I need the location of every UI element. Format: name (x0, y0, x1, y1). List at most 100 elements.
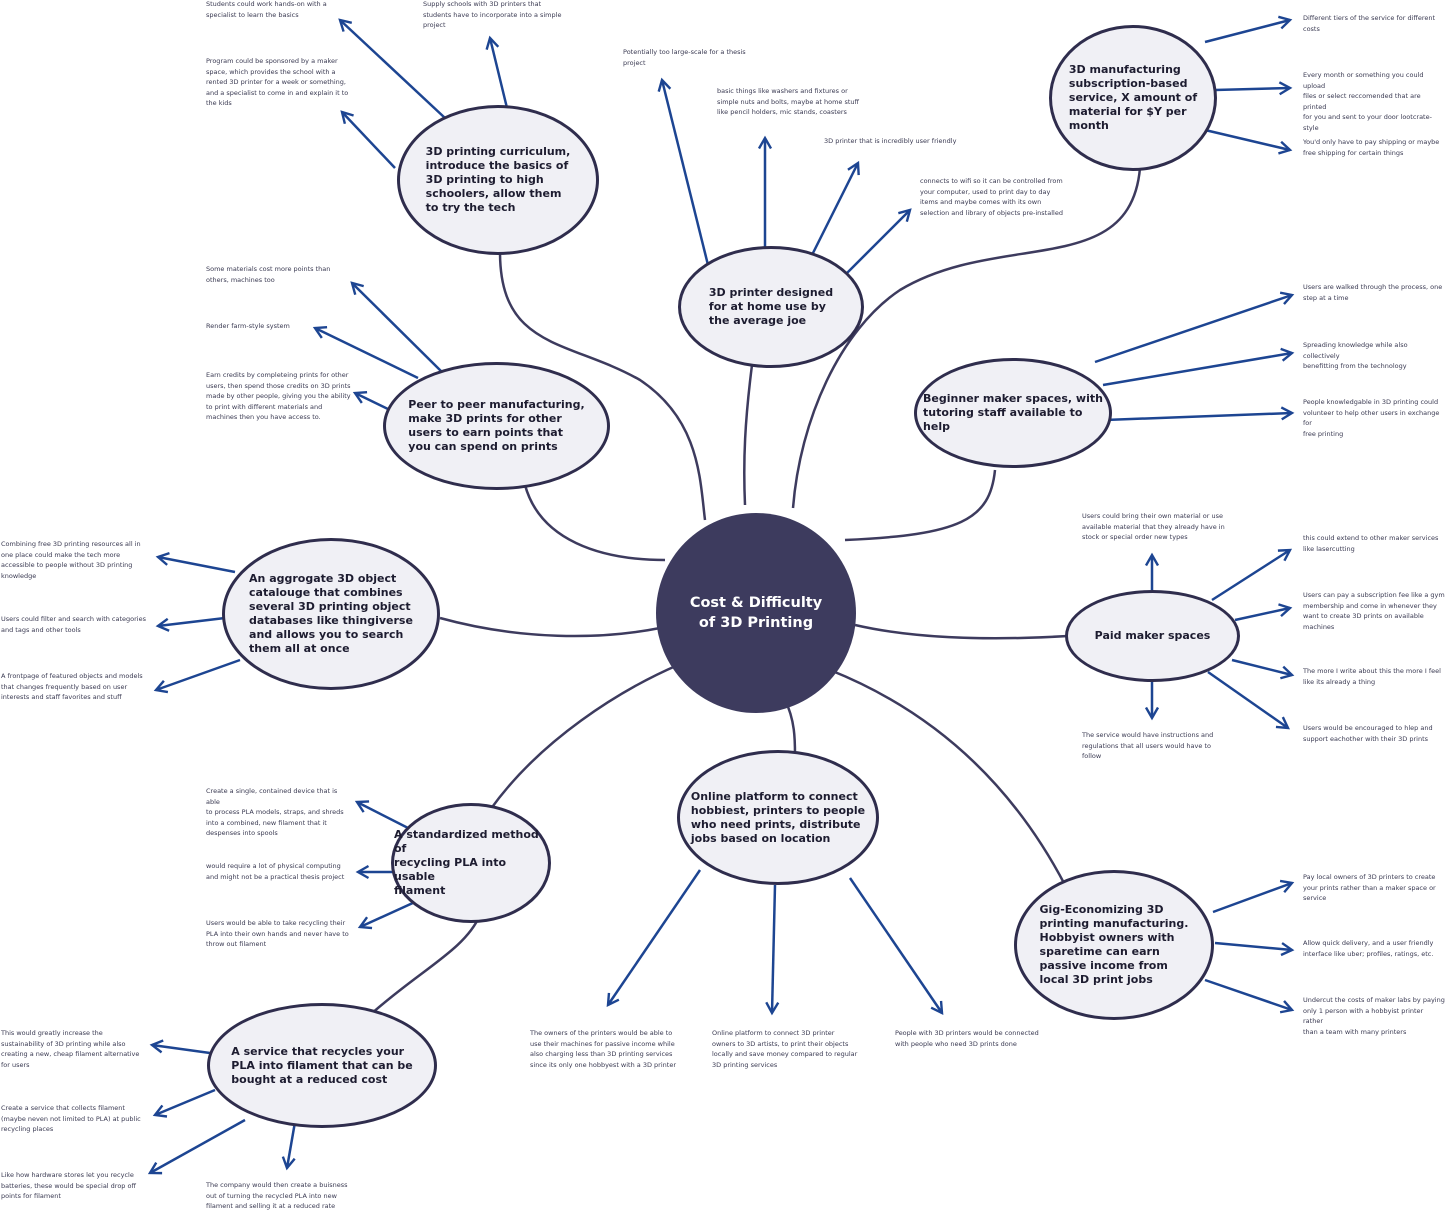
central-topic[interactable]: Cost & Difficulty of 3D Printing (656, 513, 856, 713)
note-home-3: 3D printer that is incredibly user frien… (824, 137, 957, 145)
arrow-svc-1 (149, 1039, 211, 1055)
arrow-home-4 (844, 208, 912, 276)
arrow-onl-1 (606, 869, 702, 1007)
arrow-cur-1 (338, 18, 446, 119)
node-p2p[interactable]: Peer to peer manufacturing, make 3D prin… (383, 362, 610, 490)
note-svc-3: Like how hardware stores let you recycle… (1, 1171, 136, 1200)
note-home-2: basic things like washers and fixtures o… (717, 87, 860, 116)
branch-online (783, 699, 797, 756)
branch-aggregate (439, 616, 661, 638)
note-home-1: Potentially too large-scale for a thesis… (623, 48, 746, 67)
branch-gig (829, 668, 1067, 886)
arrow-paid-4 (1231, 658, 1295, 680)
arrow-beg-1 (1094, 291, 1295, 364)
arrow-beg-2 (1102, 347, 1295, 387)
note-p2p-3: Earn credits by completeing prints for o… (206, 371, 351, 421)
arrow-agg-2 (155, 616, 226, 632)
arrow-gig-2 (1214, 941, 1295, 957)
note-paid-4: The more I write about this the more I f… (1303, 667, 1441, 686)
node-recycle-service-label: A service that recycles your PLA into fi… (231, 1044, 413, 1086)
note-beg-2: Spreading knowledge while also collectiv… (1303, 341, 1408, 370)
note-agg-1: Combining free 3D printing resources all… (1, 540, 141, 580)
arrow-onl-2 (765, 884, 780, 1016)
arrow-home-1 (657, 77, 710, 266)
arrow-sub-2 (1214, 81, 1293, 96)
arrow-cur-3 (340, 110, 396, 169)
branch-paid (854, 623, 1069, 640)
note-onl-1: The owners of the printers would be able… (530, 1029, 676, 1069)
arrow-p2p-1 (350, 281, 446, 376)
arrow-sub-3 (1204, 128, 1293, 155)
note-paid-5: Users would be encouraged to hlep and su… (1303, 724, 1433, 743)
arrow-paid-5 (1207, 670, 1290, 730)
node-gig-label: Gig-Economizing 3D printing manufacturin… (1039, 903, 1189, 986)
arrow-agg-1 (155, 551, 236, 574)
arrow-agg-3 (153, 658, 241, 694)
branch-home-printer (743, 364, 754, 506)
note-svc-4: The company would then create a buisness… (206, 1181, 348, 1210)
node-recycling-method[interactable]: A standardized method of recycling PLA i… (391, 803, 551, 923)
branch-recycle-method (488, 663, 679, 811)
arrow-p2p-3 (352, 390, 391, 412)
note-paid-3: Users can pay a subscription fee like a … (1303, 591, 1445, 631)
node-aggregate-label: An aggrogate 3D object catalouge that co… (249, 572, 413, 655)
note-svc-1: This would greatly increase the sustaina… (1, 1029, 140, 1069)
arrow-gig-3 (1204, 978, 1295, 1014)
note-agg-2: Users could filter and search with categ… (1, 615, 147, 634)
note-cur-2: Supply schools with 3D printers that stu… (423, 0, 562, 29)
node-recycle-service[interactable]: A service that recycles your PLA into fi… (207, 1003, 437, 1128)
branch-lines (369, 167, 1142, 1016)
note-onl-3: People with 3D printers would be connect… (895, 1029, 1039, 1048)
note-rec-3: Users would be able to take recycling th… (206, 919, 349, 948)
note-svc-2: Create a service that collects filament … (1, 1104, 141, 1133)
node-curriculum-label: 3D printing curriculum, introduce the ba… (425, 145, 571, 214)
branch-beginner (844, 469, 997, 542)
branch-subscription (791, 167, 1142, 509)
arrow-beg-3 (1104, 406, 1295, 422)
arrow-svc-3 (147, 1118, 246, 1175)
node-recycling-method-label: A standardized method of recycling PLA i… (394, 828, 539, 897)
note-onl-2: Online platform to connect 3D printer ow… (712, 1029, 858, 1069)
arrow-paid-3 (1234, 603, 1293, 622)
note-beg-1: Users are walked through the process, on… (1303, 283, 1443, 302)
arrow-rec-1 (354, 800, 413, 832)
note-p2p-1: Some materials cost more points than oth… (206, 265, 331, 284)
note-agg-3: A frontpage of featured objects and mode… (1, 672, 143, 701)
note-paid-1: Users could bring their own material or … (1082, 512, 1225, 541)
node-beginner-spaces-label: Beginner maker spaces, with tutoring sta… (923, 392, 1103, 433)
arrow-home-3 (810, 160, 860, 256)
note-cur-1: Students could work hands-on with a spec… (206, 0, 327, 19)
node-gig[interactable]: Gig-Economizing 3D printing manufacturin… (1014, 870, 1214, 1020)
note-gig-1: Pay local owners of 3D printers to creat… (1303, 873, 1436, 902)
note-gig-3: Undercut the costs of maker labs by payi… (1303, 996, 1445, 1036)
note-home-4: connects to wifi so it can be controlled… (920, 177, 1063, 217)
note-p2p-2: Render farm-style system (206, 322, 290, 330)
node-subscription[interactable]: 3D manufacturing subscription-based serv… (1049, 25, 1217, 171)
branch-recycle-service (369, 914, 482, 1016)
node-paid-spaces-label: Paid maker spaces (1094, 629, 1211, 642)
node-online-platform-label: Online platform to connect hobbiest, pri… (690, 789, 866, 845)
arrow-cur-2 (485, 35, 509, 109)
arrows (147, 15, 1295, 1175)
branch-p2p (523, 484, 666, 562)
arrow-gig-1 (1212, 879, 1295, 914)
note-paid-2: this could extend to other maker service… (1303, 534, 1439, 553)
branch-curriculum (498, 251, 707, 521)
node-home-printer[interactable]: 3D printer designed for at home use by t… (678, 246, 864, 368)
node-home-printer-label: 3D printer designed for at home use by t… (708, 286, 834, 327)
arrow-svc-4 (281, 1121, 297, 1171)
note-sub-3: You'd only have to pay shipping or maybe… (1303, 138, 1440, 157)
arrow-paid-2 (1211, 548, 1293, 602)
arrow-onl-3 (848, 877, 944, 1015)
node-p2p-label: Peer to peer manufacturing, make 3D prin… (408, 398, 585, 453)
note-gig-2: Allow quick delivery, and a user friendl… (1303, 939, 1434, 958)
node-online-platform[interactable]: Online platform to connect hobbiest, pri… (677, 750, 879, 885)
note-sub-1: Different tiers of the service for diffe… (1303, 14, 1436, 33)
node-paid-spaces[interactable]: Paid maker spaces (1065, 590, 1240, 682)
node-curriculum[interactable]: 3D printing curriculum, introduce the ba… (397, 105, 599, 255)
node-beginner-spaces[interactable]: Beginner maker spaces, with tutoring sta… (914, 358, 1112, 468)
node-aggregate[interactable]: An aggrogate 3D object catalouge that co… (222, 538, 440, 690)
arrow-p2p-2 (312, 325, 419, 380)
arrow-rec-3 (357, 900, 416, 930)
